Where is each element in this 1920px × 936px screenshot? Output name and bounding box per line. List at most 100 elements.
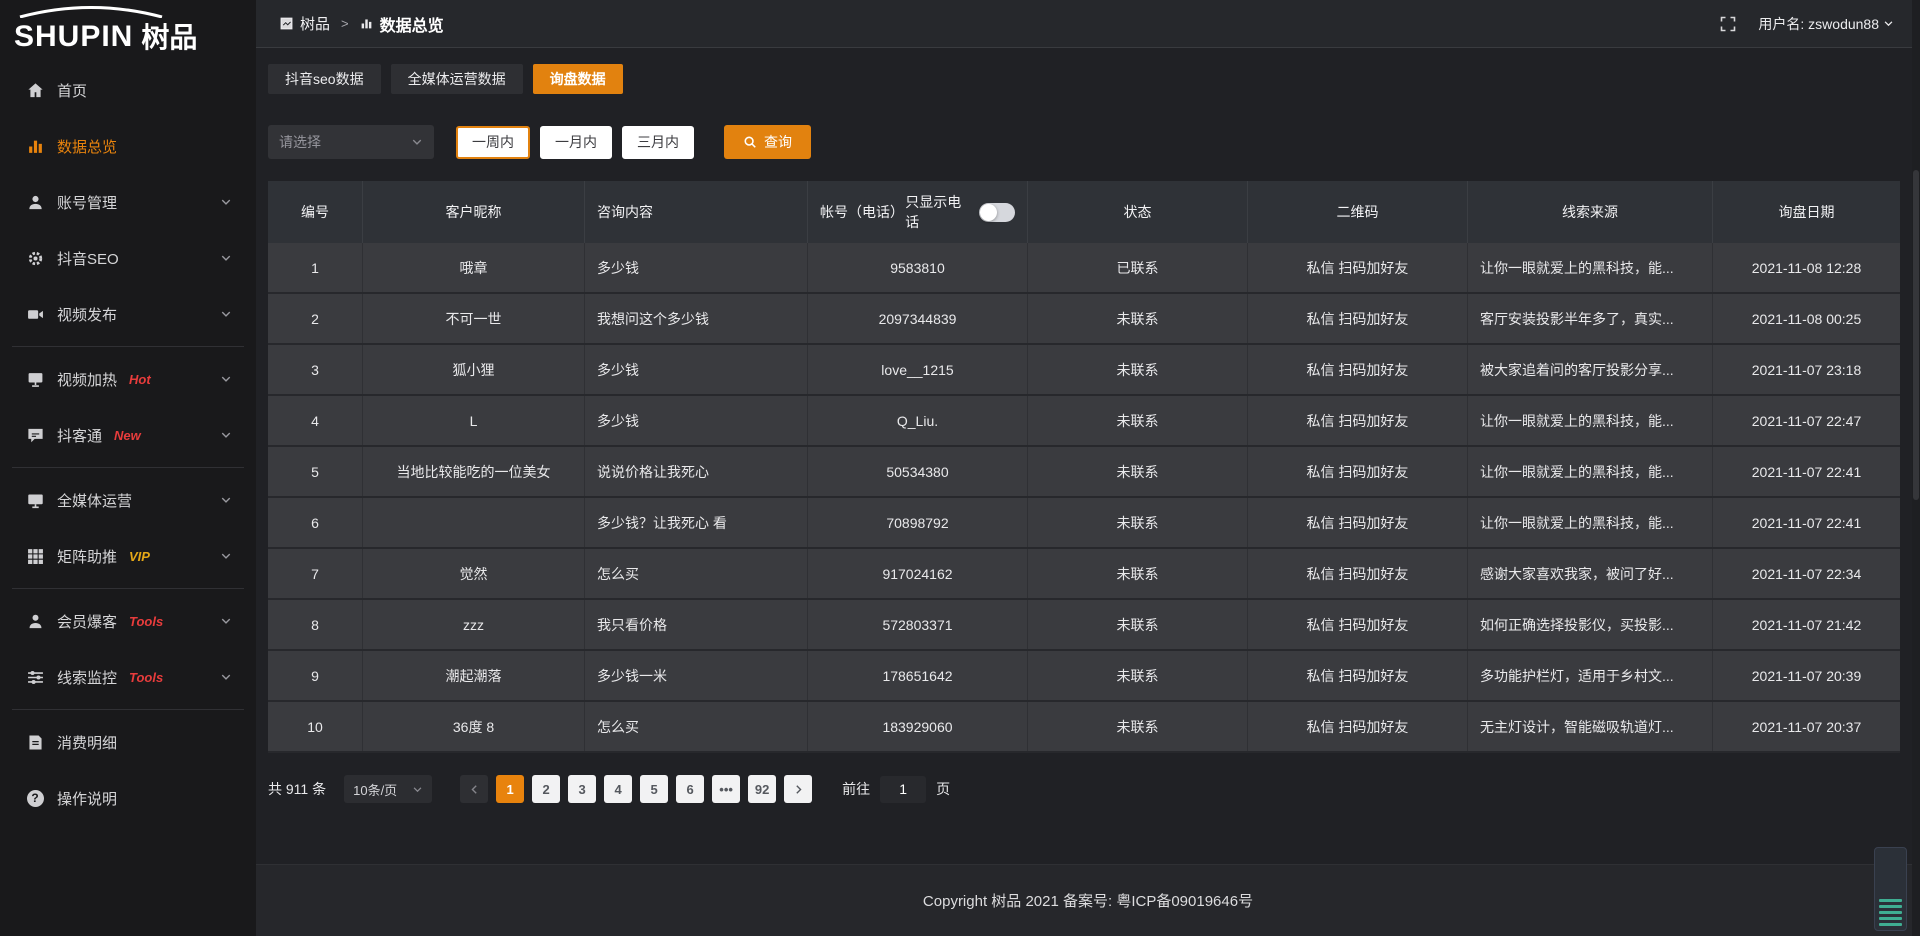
app-logo: SHUPIN 树品 [0, 0, 256, 62]
chevron-down-icon [220, 550, 232, 562]
cell-qr[interactable]: 私信 扫码加好友 [1248, 498, 1468, 547]
cell-source[interactable]: 让你一眼就爱上的黑科技，能... [1468, 243, 1713, 292]
sidebar-item-data-overview[interactable]: 数据总览 [0, 118, 256, 174]
chevron-down-icon [412, 784, 423, 795]
cell-nickname [363, 498, 585, 547]
page-button-2[interactable]: 2 [532, 775, 561, 803]
sidebar-divider [12, 346, 244, 347]
sidebar-item-label: 抖音SEO [57, 250, 119, 268]
cell-qr[interactable]: 私信 扫码加好友 [1248, 600, 1468, 649]
copyright-text: Copyright 树品 2021 备案号: 粤ICP备09019646号 [922, 893, 1254, 910]
cell-id: 8 [268, 600, 363, 649]
sidebar-item-member-baoke[interactable]: 会员爆客 Tools [0, 593, 256, 649]
chevron-down-icon [220, 252, 232, 264]
sidebar-item-doukutong[interactable]: 抖客通 New [0, 407, 256, 463]
cell-account: 2097344839 [808, 294, 1028, 343]
tab-inquiry-data[interactable]: 询盘数据 [532, 64, 623, 94]
prev-page-button[interactable] [460, 775, 489, 803]
page-ellipsis[interactable]: ••• [712, 775, 741, 803]
cell-qr[interactable]: 私信 扫码加好友 [1248, 702, 1468, 751]
range-button-week[interactable]: 一周内 [456, 125, 530, 159]
cell-qr[interactable]: 私信 扫码加好友 [1248, 294, 1468, 343]
cell-id: 10 [268, 702, 363, 751]
sidebar-item-label: 账号管理 [57, 194, 118, 212]
next-page-button[interactable] [784, 775, 813, 803]
page-button-6[interactable]: 6 [676, 775, 705, 803]
cell-account: love__1215 [808, 345, 1028, 394]
sidebar-item-label: 视频加热 [57, 371, 118, 389]
tab-douyin-seo-data[interactable]: 抖音seo数据 [268, 64, 381, 94]
cell-qr[interactable]: 私信 扫码加好友 [1248, 345, 1468, 394]
sidebar-item-all-media[interactable]: 全媒体运营 [0, 472, 256, 528]
user-menu[interactable]: 用户名: zswodun88 [1758, 14, 1894, 34]
page-size-value: 10条/页 [353, 782, 398, 798]
scrollbar-thumb[interactable] [1913, 170, 1919, 500]
cell-qr[interactable]: 私信 扫码加好友 [1248, 396, 1468, 445]
user-area: 用户名: zswodun88 [1720, 14, 1894, 34]
bill-icon [26, 733, 44, 751]
page-size-select[interactable]: 10条/页 [344, 775, 433, 803]
cell-nickname: zzz [363, 600, 585, 649]
breadcrumb-root[interactable]: 树品 [300, 16, 331, 33]
sidebar-item-operation-guide[interactable]: ? 操作说明 [0, 770, 256, 826]
username-label: 用户名: zswodun88 [1758, 15, 1879, 32]
dashboard-icon [280, 17, 293, 30]
table-row: 6 多少钱？让我死心 看 70898792 未联系 私信 扫码加好友 让你一眼就爱上的黑科… [268, 498, 1900, 549]
cell-source[interactable]: 客厅安装投影半年多了，真实... [1468, 294, 1713, 343]
cell-status: 未联系 [1028, 600, 1248, 649]
logo-text-cn: 树品 [141, 22, 198, 53]
sidebar-item-video-heating[interactable]: 视频加热 Hot [0, 351, 256, 407]
fullscreen-icon[interactable] [1720, 16, 1736, 32]
sidebar-item-home[interactable]: 首页 [0, 62, 256, 118]
cell-status: 未联系 [1028, 294, 1248, 343]
cell-date: 2021-11-07 22:41 [1713, 447, 1900, 496]
grid-icon [26, 547, 44, 565]
cell-qr[interactable]: 私信 扫码加好友 [1248, 243, 1468, 292]
page-button-3[interactable]: 3 [568, 775, 597, 803]
search-button[interactable]: 查询 [724, 125, 811, 159]
cell-source[interactable]: 感谢大家喜欢我家，被问了好... [1468, 549, 1713, 598]
filter-select[interactable]: 请选择 [268, 125, 434, 159]
inquiry-table: 编号 客户昵称 咨询内容 帐号（电话） 只显示电话 状态 二维码 线索来源 询盘日期 1 哦章 多少… [268, 181, 1900, 753]
cell-source[interactable]: 如何正确选择投影仪，买投影... [1468, 600, 1713, 649]
chevron-left-icon [471, 784, 477, 794]
cell-source[interactable]: 被大家追着问的客厅投影分享... [1468, 345, 1713, 394]
cell-source[interactable]: 无主灯设计，智能磁吸轨道灯... [1468, 702, 1713, 751]
sidebar-item-video-publish[interactable]: 视频发布 [0, 286, 256, 342]
range-button-month[interactable]: 一月内 [540, 125, 612, 159]
phone-only-toggle[interactable] [978, 202, 1015, 222]
cell-qr[interactable]: 私信 扫码加好友 [1248, 549, 1468, 598]
logo-arc [19, 6, 163, 18]
page-button-1[interactable]: 1 [496, 775, 525, 803]
sidebar-item-douyin-seo[interactable]: 抖音SEO [0, 230, 256, 286]
column-header-qr: 二维码 [1248, 181, 1468, 243]
cell-status: 已联系 [1028, 243, 1248, 292]
cell-source[interactable]: 让你一眼就爱上的黑科技，能... [1468, 498, 1713, 547]
cell-source[interactable]: 多功能护栏灯，适用于乡村文... [1468, 651, 1713, 700]
table-row: 10 36度 8 怎么买 183929060 未联系 私信 扫码加好友 无主灯设计，智能磁吸… [268, 702, 1900, 753]
cell-qr[interactable]: 私信 扫码加好友 [1248, 447, 1468, 496]
sidebar-item-consumption[interactable]: 消费明细 [0, 714, 256, 770]
cell-status: 未联系 [1028, 702, 1248, 751]
chevron-down-icon [1883, 16, 1894, 32]
page-button-group: 1 2 3 4 5 6 ••• 92 [496, 775, 784, 803]
page-button-92[interactable]: 92 [748, 775, 777, 803]
sidebar-item-lead-monitor[interactable]: 线索监控 Tools [0, 649, 256, 705]
cell-source[interactable]: 让你一眼就爱上的黑科技，能... [1468, 447, 1713, 496]
sidebar-item-matrix-boost[interactable]: 矩阵助推 VIP [0, 528, 256, 584]
page-scrollbar[interactable] [1912, 0, 1920, 936]
tab-media-operation-data[interactable]: 全媒体运营数据 [390, 64, 523, 94]
page-button-5[interactable]: 5 [640, 775, 669, 803]
cell-nickname: 36度 8 [363, 702, 585, 751]
cell-source[interactable]: 让你一眼就爱上的黑科技，能... [1468, 396, 1713, 445]
sidebar-item-label: 数据总览 [57, 138, 118, 156]
page-button-4[interactable]: 4 [604, 775, 633, 803]
sidebar-divider [12, 467, 244, 468]
cell-qr[interactable]: 私信 扫码加好友 [1248, 651, 1468, 700]
sidebar-item-account-manage[interactable]: 账号管理 [0, 174, 256, 230]
range-button-three-months[interactable]: 三月内 [622, 125, 694, 159]
table-row: 2 不可一世 我想问这个多少钱 2097344839 未联系 私信 扫码加好友 客厅安装投影… [268, 294, 1900, 345]
goto-page-input[interactable] [880, 775, 927, 803]
sidebar-item-label: 消费明细 [57, 734, 118, 752]
